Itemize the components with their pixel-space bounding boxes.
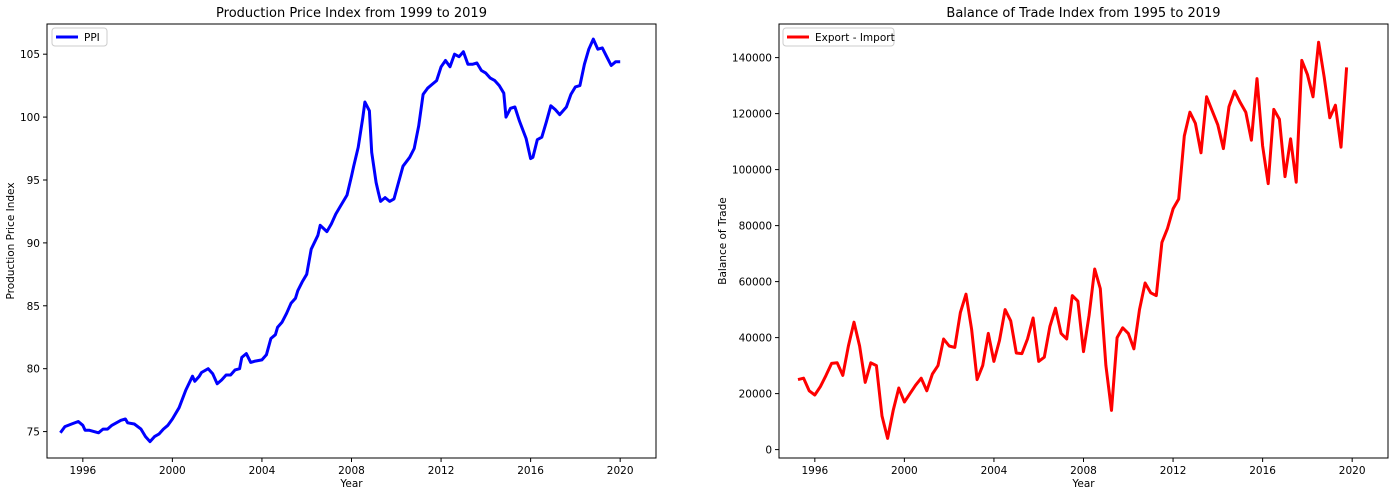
ppi-y-ticks: 75 80 85 90 95 100 105	[20, 49, 47, 439]
ppi-y-tick-label: 105	[20, 49, 40, 61]
trade-y-tick-label: 0	[765, 445, 772, 457]
ppi-y-tick-label: 90	[27, 238, 40, 250]
ppi-x-tick-label: 2012	[428, 465, 455, 477]
ppi-plot-frame	[46, 23, 657, 459]
trade-y-tick-label: 100000	[732, 165, 772, 177]
trade-y-axis-label: Balance of Trade	[717, 197, 729, 284]
ppi-y-axis-label: Production Price Index	[5, 182, 17, 299]
trade-y-tick-label: 140000	[732, 53, 772, 65]
trade-y-tick-label: 60000	[739, 277, 772, 289]
ppi-legend: PPI	[51, 27, 108, 47]
ppi-legend-label: PPI	[84, 32, 100, 44]
ppi-chart-title: Production Price Index from 1999 to 2019	[216, 6, 487, 21]
trade-y-ticks: 0 20000 40000 60000 80000 100000 120000 140000	[732, 53, 779, 457]
trade-x-ticks: 1996 2000 2004 2008 2012 2016 2020	[801, 458, 1366, 477]
ppi-y-tick-label: 100	[20, 112, 40, 124]
trade-x-tick-label: 2012	[1160, 465, 1187, 477]
ppi-y-tick-label: 95	[27, 175, 40, 187]
ppi-x-tick-label: 2000	[159, 465, 186, 477]
ppi-legend-box	[51, 27, 108, 47]
trade-y-tick-label: 120000	[732, 109, 772, 121]
trade-chart: Balance of Trade Index from 1995 to 2019…	[717, 6, 1389, 490]
ppi-y-tick-label: 75	[27, 427, 40, 439]
ppi-x-tick-label: 2004	[249, 465, 276, 477]
trade-x-tick-label: 2004	[981, 465, 1008, 477]
ppi-x-tick-label: 1996	[69, 465, 96, 477]
trade-series-line	[797, 40, 1349, 440]
ppi-x-tick-label: 2020	[607, 465, 634, 477]
ppi-x-axis-label: Year	[339, 478, 363, 490]
trade-legend-label: Export - Import	[815, 32, 895, 44]
ppi-series-line	[59, 37, 621, 444]
trade-x-tick-label: 2020	[1339, 465, 1366, 477]
trade-plot-frame	[778, 23, 1389, 459]
trade-chart-title: Balance of Trade Index from 1995 to 2019	[946, 6, 1220, 21]
trade-x-tick-label: 2000	[891, 465, 918, 477]
trade-x-tick-label: 2016	[1249, 465, 1276, 477]
trade-y-tick-label: 20000	[739, 389, 772, 401]
ppi-x-ticks: 1996 2000 2004 2008 2012 2016 2020	[69, 458, 634, 477]
ppi-x-tick-label: 2008	[338, 465, 365, 477]
ppi-y-tick-label: 80	[27, 364, 40, 376]
trade-x-axis-label: Year	[1071, 478, 1095, 490]
ppi-x-tick-label: 2016	[517, 465, 544, 477]
trade-y-tick-label: 80000	[739, 221, 772, 233]
trade-legend: Export - Import	[782, 27, 895, 47]
trade-legend-box	[782, 27, 895, 47]
ppi-chart: Production Price Index from 1999 to 2019…	[5, 6, 657, 490]
trade-x-tick-label: 1996	[801, 465, 828, 477]
ppi-y-tick-label: 85	[27, 301, 40, 313]
trade-x-tick-label: 2008	[1070, 465, 1097, 477]
trade-y-tick-label: 40000	[739, 333, 772, 345]
